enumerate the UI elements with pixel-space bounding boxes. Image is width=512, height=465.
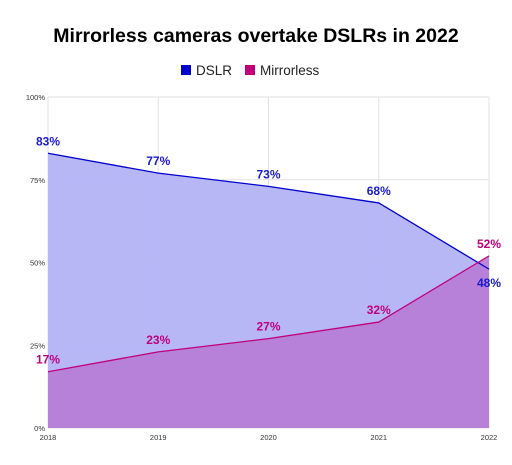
legend-swatch-dslr (181, 65, 191, 75)
x-tick-label: 2022 (481, 433, 498, 442)
legend: DSLR Mirrorless (181, 63, 319, 78)
mirrorless-data-label: 52% (477, 237, 501, 251)
series-lines (47, 152, 490, 373)
y-tick-label: 0% (34, 424, 45, 433)
y-axis-ticks: 0% 25% 50% 75% 100% (26, 93, 46, 433)
legend-label-dslr: DSLR (196, 63, 232, 78)
legend-swatch-mirrorless (245, 65, 255, 75)
y-tick-label: 75% (30, 176, 45, 185)
mirrorless-data-label: 32% (367, 303, 391, 317)
x-tick-label: 2019 (150, 433, 167, 442)
dslr-data-label: 73% (256, 167, 280, 181)
dslr-data-label: 68% (367, 184, 391, 198)
x-tick-label: 2018 (40, 433, 57, 442)
y-tick-label: 25% (30, 341, 45, 350)
area-fills (48, 153, 489, 428)
dslr-data-label: 48% (477, 276, 501, 290)
y-tick-label: 50% (30, 259, 45, 268)
x-tick-label: 2020 (260, 433, 277, 442)
mirrorless-data-label: 17% (36, 353, 60, 367)
legend-label-mirrorless: Mirrorless (260, 63, 319, 78)
y-tick-label: 100% (26, 93, 46, 102)
dslr-line (47, 152, 490, 270)
dslr-data-label: 83% (36, 134, 60, 148)
dslr-data-label: 77% (146, 154, 170, 168)
x-axis-ticks: 2018 2019 2020 2021 2022 (40, 433, 498, 442)
x-tick-label: 2021 (370, 433, 387, 442)
mirrorless-data-label: 23% (146, 333, 170, 347)
mirrorless-area (48, 255, 489, 428)
mirrorless-line (47, 255, 490, 373)
mirrorless-data-label: 27% (256, 320, 280, 334)
chart-title: Mirrorless cameras overtake DSLRs in 202… (53, 25, 459, 47)
data-labels: 83% 77% 73% 68% 48% 17% 23% 27% 32% 52% (36, 134, 501, 366)
